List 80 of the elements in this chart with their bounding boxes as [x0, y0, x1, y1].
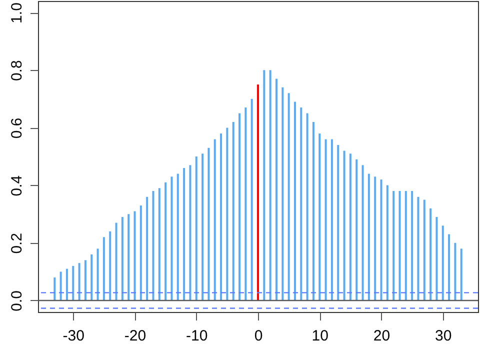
- bar: [102, 237, 105, 300]
- bar: [300, 108, 302, 300]
- bar: [374, 176, 376, 300]
- bar: [170, 176, 173, 300]
- bar: [189, 165, 192, 300]
- y-tick-label: 0.2: [8, 232, 26, 254]
- bar: [312, 122, 314, 300]
- bar: [220, 133, 222, 300]
- bar: [96, 248, 99, 300]
- bar: [115, 222, 118, 300]
- bar: [244, 108, 247, 300]
- bar: [349, 154, 352, 300]
- bar: [392, 191, 395, 300]
- bar: [109, 231, 112, 300]
- bar: [275, 78, 278, 300]
- bar: [214, 139, 216, 300]
- bar: [84, 260, 86, 300]
- bar: [330, 139, 333, 300]
- bar: [263, 70, 266, 300]
- bar: [362, 165, 364, 300]
- bar: [417, 196, 420, 300]
- bar: [423, 200, 426, 300]
- bar: [306, 113, 308, 300]
- y-tick-label: 0.6: [8, 118, 26, 139]
- y-tick-label: 0.4: [8, 175, 26, 196]
- bar: [152, 191, 154, 300]
- bar: [140, 205, 142, 300]
- bar: [282, 87, 284, 300]
- bar: [442, 226, 444, 300]
- bar: [128, 214, 130, 300]
- bar: [318, 133, 321, 300]
- bar: [404, 191, 407, 300]
- bar: [398, 191, 401, 300]
- bar: [202, 154, 204, 300]
- bar: [356, 159, 358, 300]
- x-tick-label: -10: [186, 328, 208, 344]
- bar: [436, 216, 438, 300]
- bar: [60, 272, 62, 300]
- bar: [146, 196, 148, 300]
- bar: [195, 156, 198, 300]
- bar: [430, 208, 432, 300]
- x-tick-label: 0: [254, 328, 263, 344]
- bar: [368, 174, 370, 300]
- bar: [134, 211, 136, 300]
- bar: [343, 150, 346, 300]
- bar: [164, 182, 167, 300]
- x-tick-label: 10: [312, 328, 328, 344]
- y-tick-label: 1.0: [8, 2, 26, 24]
- bar: [269, 70, 272, 300]
- bar: [183, 168, 186, 300]
- bar: [337, 144, 340, 300]
- bar: [386, 185, 388, 300]
- bar: [90, 254, 93, 300]
- x-tick-label: -30: [62, 328, 84, 344]
- bar: [158, 188, 160, 300]
- x-tick-label: 30: [435, 328, 452, 344]
- bar: [72, 266, 74, 300]
- bar: [176, 174, 179, 300]
- x-tick-label: 20: [373, 328, 390, 344]
- bar: [250, 98, 253, 300]
- bar: [66, 268, 68, 300]
- bar: [54, 277, 56, 300]
- bar: [411, 191, 414, 300]
- bar: [324, 139, 327, 300]
- bar: [294, 102, 296, 300]
- bar: [448, 234, 450, 300]
- bar: [232, 122, 234, 300]
- bar: [208, 148, 210, 300]
- bar: [460, 248, 462, 300]
- y-tick-label: 0.8: [8, 60, 26, 82]
- bar: [226, 128, 228, 300]
- bar: [288, 93, 290, 300]
- bar: [380, 180, 382, 300]
- bar: [121, 216, 124, 300]
- bar: [257, 84, 259, 300]
- bar: [238, 113, 241, 300]
- x-tick-label: -20: [124, 328, 146, 344]
- bar: [78, 263, 80, 300]
- y-tick-label: 0.0: [8, 290, 26, 312]
- bar: [454, 242, 456, 300]
